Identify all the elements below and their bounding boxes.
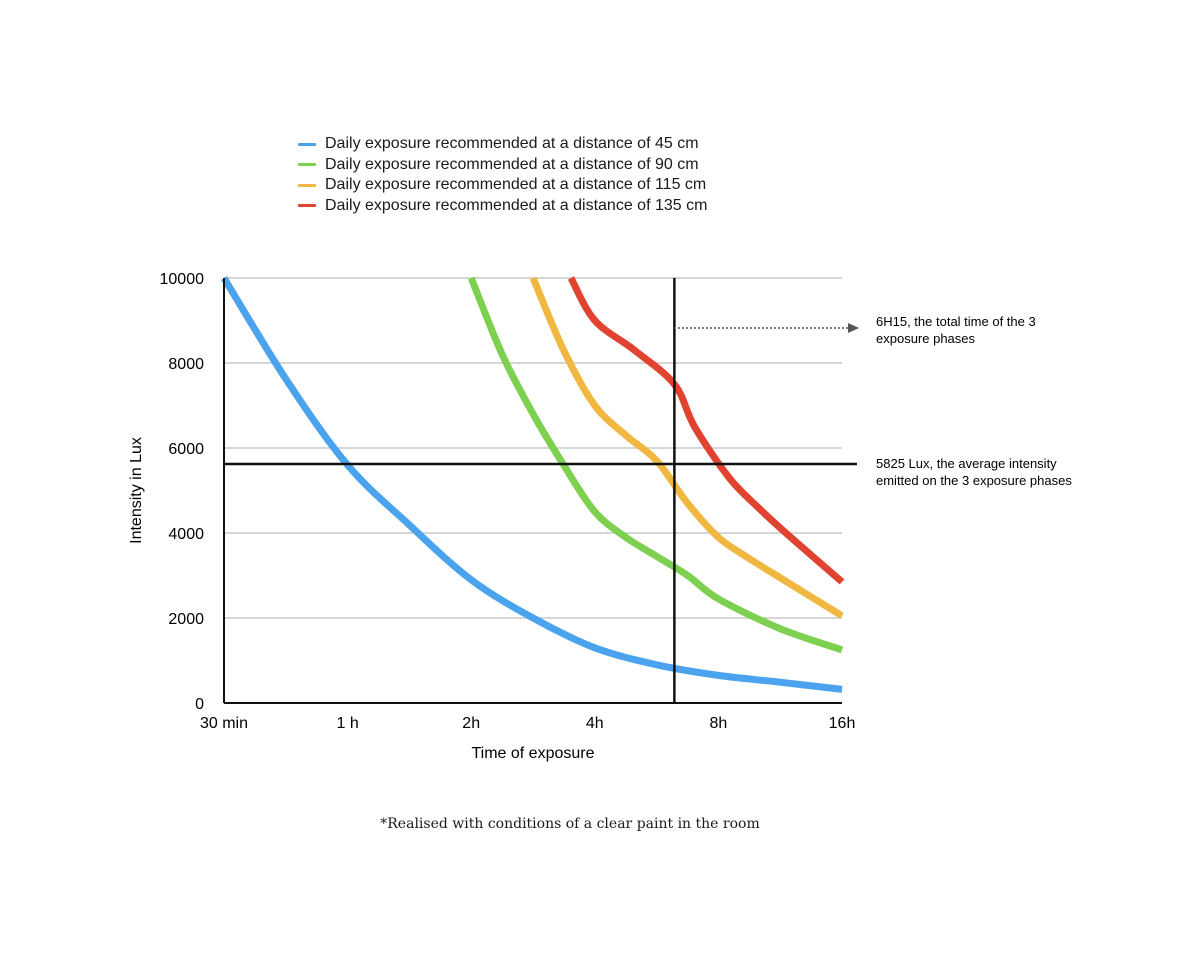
legend-swatch-135cm bbox=[298, 204, 316, 208]
legend-label-90cm: Daily exposure recommended at a distance… bbox=[325, 155, 699, 173]
average-intensity-label: emitted on the 3 exposure phases bbox=[876, 473, 1072, 488]
total-time-label: 6H15, the total time of the 3 bbox=[876, 314, 1036, 329]
legend-item-115cm: Daily exposure recommended at a distance… bbox=[298, 175, 707, 196]
footnote: *Realised with conditions of a clear pai… bbox=[380, 816, 760, 832]
legend-item-45cm: Daily exposure recommended at a distance… bbox=[298, 134, 707, 155]
series-line-3 bbox=[567, 276, 845, 585]
x-tick-label: 8h bbox=[710, 715, 728, 732]
y-tick-label: 10000 bbox=[160, 271, 205, 288]
gridlines bbox=[224, 277, 842, 619]
x-tick-label: 30 min bbox=[200, 715, 248, 732]
legend-label-115cm: Daily exposure recommended at a distance… bbox=[325, 176, 707, 194]
x-axis-label: Time of exposure bbox=[471, 745, 594, 762]
x-tick-label: 2h bbox=[462, 715, 480, 732]
y-axis-label: Intensity in Lux bbox=[128, 437, 145, 544]
y-tick-label: 6000 bbox=[168, 441, 204, 458]
y-tick-label: 4000 bbox=[168, 526, 204, 543]
series-line-0 bbox=[221, 276, 843, 693]
legend-swatch-115cm bbox=[298, 183, 316, 187]
average-intensity-label: 5825 Lux, the average intensity bbox=[876, 456, 1057, 471]
series-line-2 bbox=[529, 276, 844, 619]
x-tick-label: 1 h bbox=[336, 715, 358, 732]
legend-item-90cm: Daily exposure recommended at a distance… bbox=[298, 155, 707, 176]
arrow-head-icon bbox=[848, 323, 859, 333]
y-tick-label: 2000 bbox=[168, 611, 204, 628]
legend-label-135cm: Daily exposure recommended at a distance… bbox=[325, 196, 708, 214]
total-time-label: exposure phases bbox=[876, 331, 976, 346]
legend-swatch-45cm bbox=[298, 142, 316, 146]
y-tick-label: 0 bbox=[195, 696, 204, 713]
y-tick-labels: 0 2000 4000 6000 8000 10000 bbox=[160, 271, 205, 713]
x-tick-label: 16h bbox=[829, 715, 856, 732]
legend-label-45cm: Daily exposure recommended at a distance… bbox=[325, 135, 699, 153]
series-line-1 bbox=[467, 276, 844, 654]
x-tick-label: 4h bbox=[586, 715, 604, 732]
axes bbox=[223, 278, 842, 704]
series-lines bbox=[221, 276, 845, 693]
legend: Daily exposure recommended at a distance… bbox=[298, 134, 707, 216]
reference-lines bbox=[224, 278, 857, 703]
x-tick-labels: 30 min 1 h 2h 4h 8h 16h bbox=[200, 715, 855, 732]
y-tick-label: 8000 bbox=[168, 356, 204, 373]
annotations: 5825 Lux, the average intensity emitted o… bbox=[674, 314, 1072, 488]
legend-swatch-90cm bbox=[298, 163, 316, 167]
legend-item-135cm: Daily exposure recommended at a distance… bbox=[298, 196, 707, 217]
